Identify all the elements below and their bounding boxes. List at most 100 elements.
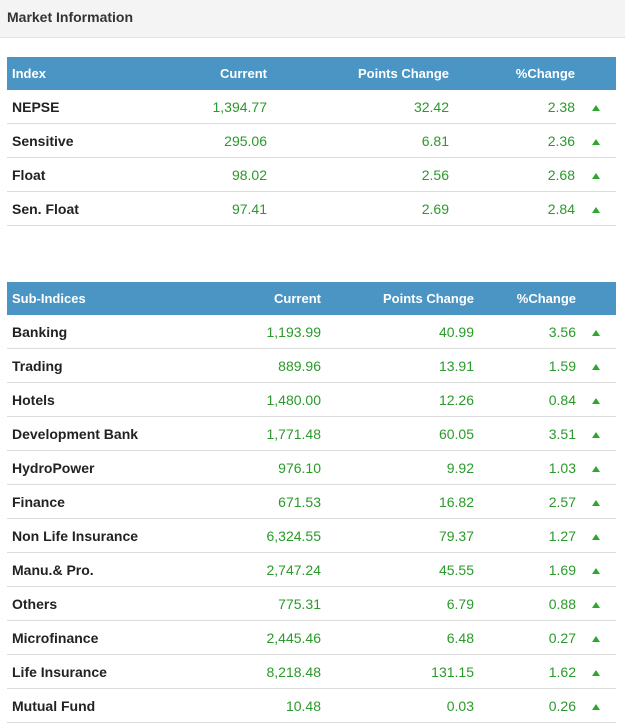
row-percent-change: 1.27 xyxy=(474,518,576,553)
row-points-change: 2.69 xyxy=(267,191,449,226)
row-points-change: 6.48 xyxy=(321,620,474,655)
table-row[interactable]: NEPSE 1,394.77 32.42 2.38 xyxy=(7,90,616,124)
panel-header: Market Information xyxy=(0,0,625,38)
row-current: 295.06 xyxy=(97,123,267,158)
row-current: 98.02 xyxy=(97,157,267,192)
row-percent-change: 3.51 xyxy=(474,416,576,451)
subindex-header-current[interactable]: Current xyxy=(274,291,321,306)
row-current: 1,193.99 xyxy=(177,315,321,349)
row-name: Finance xyxy=(7,484,177,519)
table-row[interactable]: Non Life Insurance 6,324.55 79.37 1.27 xyxy=(7,518,616,553)
row-current: 10.48 xyxy=(177,688,321,723)
table-row[interactable]: Hotels 1,480.00 12.26 0.84 xyxy=(7,382,616,417)
index-header-percent-change[interactable]: %Change xyxy=(515,66,575,81)
row-percent-change: 1.69 xyxy=(474,552,576,587)
row-percent-change: 3.56 xyxy=(474,315,576,349)
triangle-up-icon xyxy=(592,601,600,608)
row-current: 671.53 xyxy=(177,484,321,519)
triangle-up-icon xyxy=(592,431,600,438)
table-row[interactable]: Banking 1,193.99 40.99 3.56 xyxy=(7,315,616,349)
row-trend xyxy=(576,552,616,587)
index-header-name[interactable]: Index xyxy=(12,66,46,81)
row-percent-change: 1.03 xyxy=(474,450,576,485)
triangle-up-icon xyxy=(592,465,600,472)
row-name: Microfinance xyxy=(7,620,177,655)
triangle-up-icon xyxy=(592,703,600,710)
row-points-change: 16.82 xyxy=(321,484,474,519)
subindex-table-header-row: Sub-Indices Current Points Change %Chang… xyxy=(7,282,616,315)
row-trend xyxy=(575,157,616,192)
subindex-header-percent-change[interactable]: %Change xyxy=(516,291,576,306)
triangle-up-icon xyxy=(592,363,600,370)
row-trend xyxy=(576,416,616,451)
row-current: 1,394.77 xyxy=(97,90,267,124)
subindex-table: Sub-Indices Current Points Change %Chang… xyxy=(7,282,616,723)
index-table-header-row: Index Current Points Change %Change xyxy=(7,57,616,90)
row-points-change: 9.92 xyxy=(321,450,474,485)
table-row[interactable]: Others 775.31 6.79 0.88 xyxy=(7,586,616,621)
triangle-up-icon xyxy=(591,138,600,145)
row-percent-change: 2.57 xyxy=(474,484,576,519)
row-points-change: 32.42 xyxy=(267,90,449,124)
row-name: Sensitive xyxy=(7,123,97,158)
row-percent-change: 1.62 xyxy=(474,654,576,689)
table-row[interactable]: Manu.& Pro. 2,747.24 45.55 1.69 xyxy=(7,552,616,587)
row-current: 775.31 xyxy=(177,586,321,621)
row-name: Non Life Insurance xyxy=(7,518,177,553)
row-trend xyxy=(576,382,616,417)
row-points-change: 45.55 xyxy=(321,552,474,587)
row-trend xyxy=(575,123,616,158)
row-percent-change: 2.36 xyxy=(449,123,575,158)
table-row[interactable]: Sen. Float 97.41 2.69 2.84 xyxy=(7,191,616,226)
row-points-change: 13.91 xyxy=(321,348,474,383)
table-row[interactable]: Microfinance 2,445.46 6.48 0.27 xyxy=(7,620,616,655)
table-row[interactable]: Sensitive 295.06 6.81 2.36 xyxy=(7,123,616,158)
row-points-change: 131.15 xyxy=(321,654,474,689)
subindex-header-points-change[interactable]: Points Change xyxy=(382,291,474,306)
index-table-body: NEPSE 1,394.77 32.42 2.38 Sensitive 295.06 6.8… xyxy=(7,90,616,226)
triangle-up-icon xyxy=(592,533,600,540)
row-percent-change: 2.68 xyxy=(449,157,575,192)
subindex-table-body: Banking 1,193.99 40.99 3.56 Trading 889.96 13.… xyxy=(7,315,616,723)
row-trend xyxy=(576,518,616,553)
row-points-change: 12.26 xyxy=(321,382,474,417)
row-trend xyxy=(576,315,616,349)
row-name: Mutual Fund xyxy=(7,688,177,723)
index-header-current[interactable]: Current xyxy=(220,66,267,81)
row-trend xyxy=(575,191,616,226)
row-percent-change: 2.84 xyxy=(449,191,575,226)
index-header-points-change[interactable]: Points Change xyxy=(357,66,449,81)
row-name: Development Bank xyxy=(7,416,177,451)
row-current: 1,480.00 xyxy=(177,382,321,417)
row-percent-change: 2.38 xyxy=(449,90,575,124)
row-trend xyxy=(576,450,616,485)
triangle-up-icon xyxy=(591,172,600,179)
row-points-change: 6.81 xyxy=(267,123,449,158)
row-name: Trading xyxy=(7,348,177,383)
row-name: Hotels xyxy=(7,382,177,417)
table-row[interactable]: Finance 671.53 16.82 2.57 xyxy=(7,484,616,519)
table-row[interactable]: Mutual Fund 10.48 0.03 0.26 xyxy=(7,688,616,723)
table-row[interactable]: HydroPower 976.10 9.92 1.03 xyxy=(7,450,616,485)
subindex-header-name[interactable]: Sub-Indices xyxy=(12,291,86,306)
row-name: Others xyxy=(7,586,177,621)
table-row[interactable]: Float 98.02 2.56 2.68 xyxy=(7,157,616,192)
triangle-up-icon xyxy=(592,499,600,506)
triangle-up-icon xyxy=(592,397,600,404)
row-current: 6,324.55 xyxy=(177,518,321,553)
row-name: HydroPower xyxy=(7,450,177,485)
table-row[interactable]: Trading 889.96 13.91 1.59 xyxy=(7,348,616,383)
row-name: Banking xyxy=(7,315,177,349)
table-row[interactable]: Development Bank 1,771.48 60.05 3.51 xyxy=(7,416,616,451)
table-row[interactable]: Life Insurance 8,218.48 131.15 1.62 xyxy=(7,654,616,689)
row-current: 2,747.24 xyxy=(177,552,321,587)
row-trend xyxy=(576,348,616,383)
row-percent-change: 0.27 xyxy=(474,620,576,655)
row-percent-change: 0.26 xyxy=(474,688,576,723)
row-current: 976.10 xyxy=(177,450,321,485)
index-table: Index Current Points Change %Change NEPS… xyxy=(7,57,616,226)
panel-title: Market Information xyxy=(7,9,134,25)
row-points-change: 40.99 xyxy=(321,315,474,349)
triangle-up-icon xyxy=(592,669,600,676)
triangle-up-icon xyxy=(591,104,600,111)
